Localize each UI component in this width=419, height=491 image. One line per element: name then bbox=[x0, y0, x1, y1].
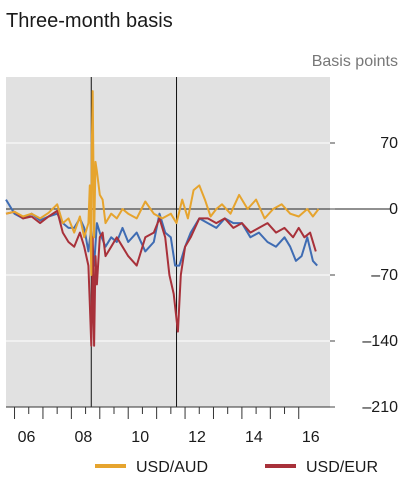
series-blue-line bbox=[5, 199, 318, 267]
x-tick-label: 06 bbox=[18, 429, 36, 446]
y-tick-label: –140 bbox=[362, 333, 398, 350]
series-usd-aud-line bbox=[5, 90, 320, 276]
y-grid-lines bbox=[6, 142, 390, 408]
y-tick-label: 70 bbox=[380, 135, 398, 152]
y-axis-tick-labels: 70 0 –70 –140 –210 bbox=[362, 135, 398, 416]
chart-title: Three-month basis bbox=[6, 10, 173, 32]
x-axis-tick-labels: 06 08 10 12 14 16 bbox=[18, 429, 320, 446]
x-tick-label: 12 bbox=[188, 429, 206, 446]
series-lines bbox=[5, 90, 320, 347]
plot-background bbox=[6, 77, 330, 407]
legend-label-usd-aud: USD/AUD bbox=[136, 459, 208, 476]
legend: USD/AUD USD/EUR bbox=[95, 459, 378, 476]
x-tick-label: 08 bbox=[74, 429, 92, 446]
series-usd-eur-line bbox=[5, 209, 317, 347]
x-tick-label: 10 bbox=[131, 429, 149, 446]
x-tick-label: 14 bbox=[245, 429, 263, 446]
x-tick-label: 16 bbox=[302, 429, 320, 446]
y-tick-label: 0 bbox=[389, 201, 398, 218]
y-axis-unit-label: Basis points bbox=[312, 53, 398, 70]
legend-label-usd-eur: USD/EUR bbox=[306, 459, 378, 476]
y-tick-label: –210 bbox=[362, 399, 398, 416]
x-axis-ticks bbox=[14, 407, 300, 419]
y-tick-label: –70 bbox=[371, 267, 398, 284]
